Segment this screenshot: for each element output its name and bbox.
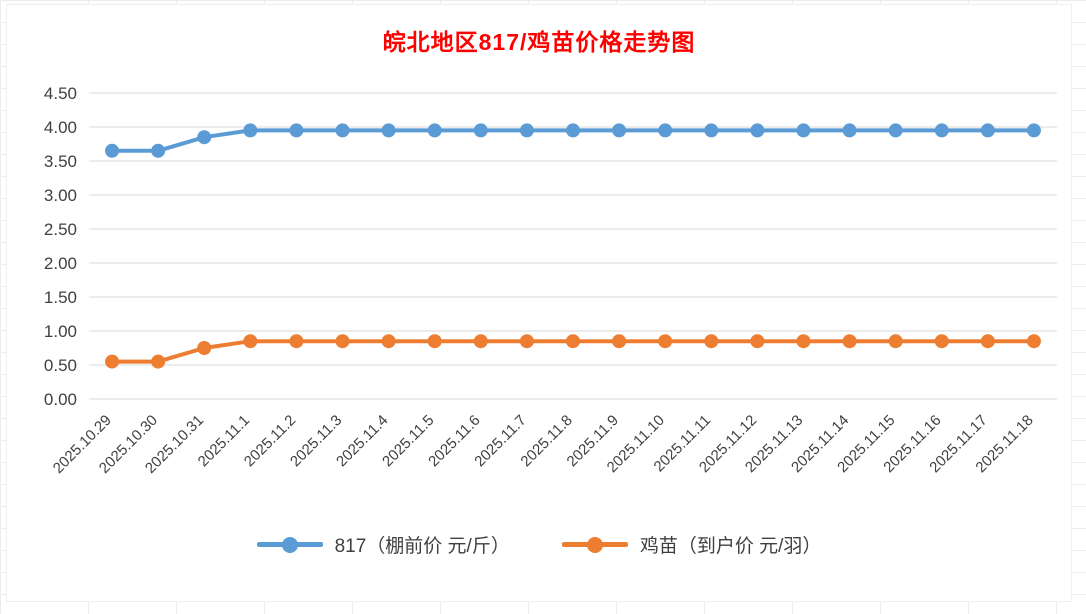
data-point-marker [105, 354, 120, 369]
y-axis-tick-label: 4.00 [44, 118, 77, 137]
data-point-marker [473, 334, 488, 349]
data-point-marker [612, 123, 627, 138]
y-axis-tick-label: 3.50 [44, 152, 77, 171]
data-point-marker [842, 334, 857, 349]
y-axis-tick-label: 3.00 [44, 186, 77, 205]
data-point-marker [519, 334, 534, 349]
y-axis-tick-label: 2.00 [44, 254, 77, 273]
y-axis-tick-label: 4.50 [44, 84, 77, 103]
data-point-marker [888, 334, 903, 349]
y-axis-tick-label: 1.50 [44, 288, 77, 307]
data-point-marker [750, 123, 765, 138]
legend-label-jimiao: 鸡苗（到户价 元/羽） [639, 536, 822, 557]
data-point-marker [658, 123, 673, 138]
legend-dot-icon [281, 536, 298, 553]
data-point-marker [704, 123, 719, 138]
data-point-marker [1026, 334, 1041, 349]
data-point-marker [243, 123, 258, 138]
data-point-marker [105, 143, 120, 158]
data-point-marker [381, 334, 396, 349]
chart-plot-area: 0.00 0.50 1.00 1.50 2.00 2.50 3.00 3.50 4.00 4.50… [44, 84, 1057, 477]
y-axis-tick-label: 0.00 [44, 390, 77, 409]
data-point-marker [519, 123, 534, 138]
data-point-marker [335, 123, 350, 138]
data-point-marker [658, 334, 673, 349]
data-point-marker [750, 334, 765, 349]
data-point-marker [473, 123, 488, 138]
data-point-marker [289, 123, 304, 138]
data-point-marker [888, 123, 903, 138]
chart-legend: 817（棚前价 元/斤） 鸡苗（到户价 元/羽） [7, 531, 1071, 558]
data-point-marker [381, 123, 396, 138]
data-point-marker [1026, 123, 1041, 138]
y-axis-tick-label: 1.00 [44, 322, 77, 341]
y-axis-tick-label: 0.50 [44, 356, 77, 375]
legend-item-jimiao[interactable]: 鸡苗（到户价 元/羽） [561, 531, 822, 558]
data-point-marker [612, 334, 627, 349]
legend-line-marker-817 [256, 536, 323, 553]
data-point-marker [980, 123, 995, 138]
data-point-marker [796, 334, 811, 349]
chart-title: 皖北地区817/鸡苗价格走势图 [382, 29, 696, 55]
data-point-marker [934, 123, 949, 138]
price-trend-chart[interactable]: 皖北地区817/鸡苗价格走势图 0.00 0.50 1.00 1.50 2.00 2.50… [6, 4, 1072, 602]
data-point-marker [427, 123, 442, 138]
data-point-marker [566, 123, 580, 138]
data-point-marker [197, 130, 212, 145]
data-point-marker [566, 334, 580, 349]
data-point-marker [197, 341, 212, 355]
data-point-marker [243, 334, 258, 349]
legend-item-817[interactable]: 817（棚前价 元/斤） [256, 531, 510, 558]
data-point-marker [151, 143, 166, 158]
legend-label-817: 817（棚前价 元/斤） [334, 536, 510, 557]
data-point-marker [427, 334, 442, 349]
data-point-marker [980, 334, 995, 349]
data-point-marker [335, 334, 350, 349]
legend-dot-icon [586, 536, 603, 553]
data-point-marker [934, 334, 949, 349]
data-point-marker [842, 123, 857, 138]
data-point-marker [796, 123, 811, 138]
y-axis-tick-label: 2.50 [44, 220, 77, 239]
data-point-marker [151, 354, 166, 369]
data-point-marker [704, 334, 719, 349]
legend-line-marker-jimiao [561, 536, 628, 553]
data-point-marker [289, 334, 304, 349]
